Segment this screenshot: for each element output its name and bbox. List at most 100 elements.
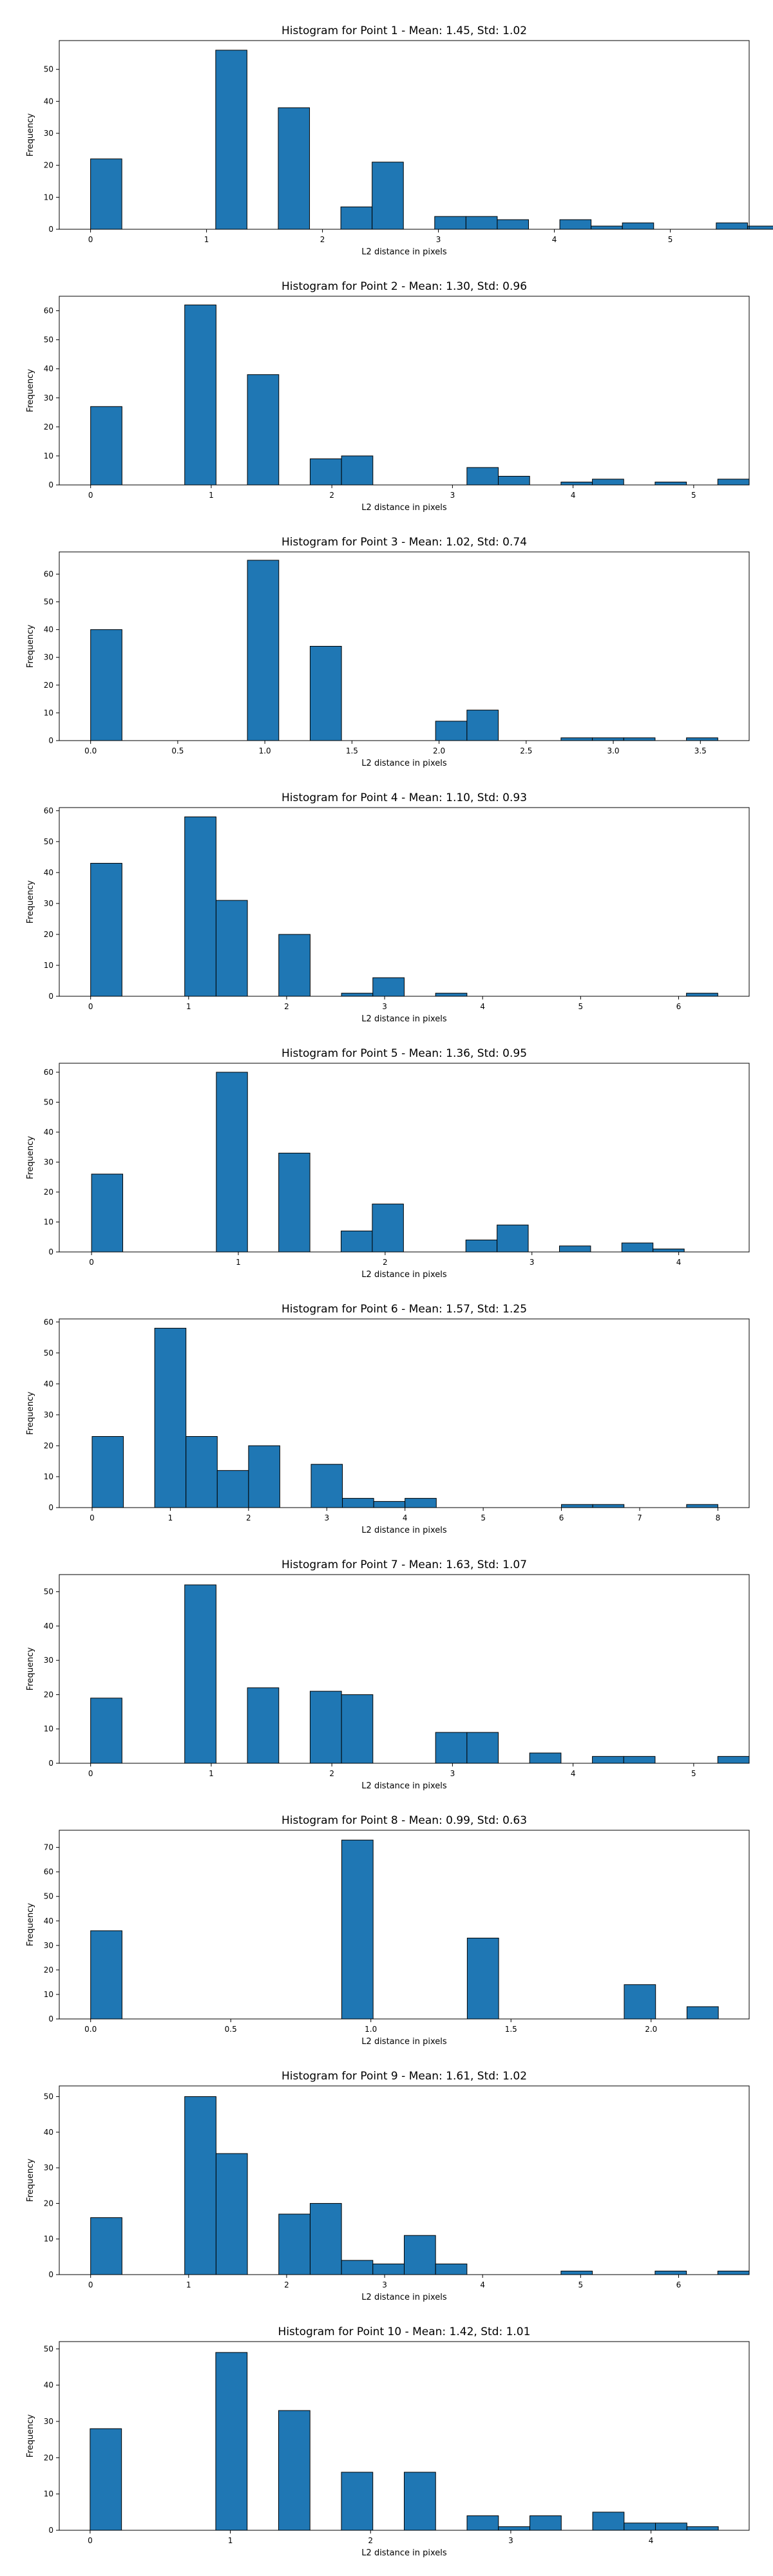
y-tick-label: 40 [44, 1379, 53, 1388]
x-tick-label: 5 [691, 491, 696, 500]
x-tick-label: 6 [676, 1002, 682, 1011]
y-tick-label: 20 [44, 422, 53, 431]
histogram-bar [686, 1504, 718, 1508]
x-tick-label: 4 [676, 1258, 682, 1267]
plot-frame [59, 2085, 750, 2275]
histogram-bar [215, 50, 247, 230]
histogram-bar [654, 2270, 687, 2275]
y-tick-label: 50 [44, 1587, 53, 1596]
histogram-panel-10: Histogram for Point 10 - Mean: 1.42, Std… [26, 2325, 750, 2558]
histogram-bar [435, 2263, 468, 2275]
y-tick-label: 60 [44, 1318, 53, 1327]
y-tick-label: 40 [44, 868, 53, 877]
x-tick-label: 0.0 [84, 746, 97, 755]
x-tick-label: 0.0 [84, 2025, 97, 2034]
x-tick-label: 1 [186, 2280, 191, 2289]
y-tick-label: 10 [44, 1990, 53, 1999]
y-tick-label: 50 [44, 336, 53, 345]
plot-frame [59, 1830, 750, 2020]
histogram-bar [247, 1687, 280, 1764]
x-tick-label: 4 [552, 235, 557, 244]
chart-title: Histogram for Point 10 - Mean: 1.42, Std… [278, 2325, 531, 2338]
y-tick-label: 0 [48, 992, 53, 1001]
histogram-bar [465, 216, 498, 230]
y-tick-label: 20 [44, 681, 53, 690]
histogram-bar [184, 305, 216, 486]
y-tick-label: 10 [44, 193, 53, 202]
y-tick-label: 40 [44, 97, 53, 106]
histogram-bar [717, 478, 750, 486]
histogram-bar [558, 1245, 591, 1253]
y-tick-label: 40 [44, 1917, 53, 1926]
x-tick-label: 5 [481, 1513, 486, 1522]
x-tick-label: 1 [168, 1513, 173, 1522]
chart-title: Histogram for Point 1 - Mean: 1.45, Std:… [282, 24, 527, 37]
histogram-bar [466, 467, 499, 486]
x-tick-label: 5 [668, 235, 673, 244]
histogram-bar [592, 1504, 625, 1508]
y-tick-label: 0 [48, 1503, 53, 1512]
x-tick-label: 3 [382, 2280, 387, 2289]
x-tick-label: 2.0 [645, 2025, 657, 2034]
histogram-panel-3: Histogram for Point 3 - Mean: 1.02, Std:… [26, 536, 750, 768]
histogram-bar [216, 1470, 249, 1508]
histogram-bar [623, 1756, 656, 1764]
x-tick-label: 4 [571, 491, 576, 500]
y-tick-label: 70 [44, 1843, 53, 1852]
histogram-bar [90, 406, 122, 486]
histogram-bar [747, 225, 773, 230]
y-axis-label: Frequency [26, 2159, 35, 2202]
y-axis-label: Frequency [26, 369, 35, 412]
histogram-bar [404, 2235, 436, 2275]
histogram-bar [624, 1984, 656, 2020]
histogram-bar [466, 2515, 499, 2531]
histogram-bar [592, 2512, 625, 2531]
y-tick-label: 10 [44, 451, 53, 460]
histogram-bar [278, 107, 310, 230]
histogram-bar [529, 1752, 562, 1764]
histogram-bar [373, 1501, 406, 1508]
histogram-bar [341, 992, 374, 997]
histogram-bar [686, 992, 718, 997]
histogram-bar [341, 2472, 374, 2531]
histogram-bar [716, 222, 748, 230]
histogram-bar [90, 629, 122, 741]
y-tick-label: 0 [48, 480, 53, 489]
histogram-bar [592, 478, 624, 486]
y-tick-label: 40 [44, 2128, 53, 2137]
histogram-bar [341, 455, 374, 486]
histogram-bar [340, 206, 373, 230]
x-axis-label: L2 distance in pixels [361, 1270, 447, 1280]
histogram-panel-8: Histogram for Point 8 - Mean: 0.99, Std:… [26, 1814, 750, 2047]
x-tick-label: 2.5 [520, 746, 532, 755]
histogram-bar [278, 1153, 310, 1253]
x-axis-label: L2 distance in pixels [361, 1014, 447, 1024]
histogram-bar [216, 1072, 248, 1253]
y-tick-label: 50 [44, 1097, 53, 1106]
y-tick-label: 10 [44, 2235, 53, 2244]
histogram-bar [717, 2270, 750, 2275]
x-tick-label: 0.5 [225, 2025, 237, 2034]
histogram-panel-4: Histogram for Point 4 - Mean: 1.10, Std:… [26, 791, 750, 1024]
y-tick-label: 30 [44, 899, 53, 908]
x-tick-label: 1.0 [365, 2025, 377, 2034]
histogram-bar [686, 2526, 719, 2531]
x-tick-label: 3.0 [607, 746, 619, 755]
histogram-bar [215, 2153, 248, 2275]
x-tick-label: 0 [88, 2536, 93, 2545]
histogram-bar [686, 737, 718, 741]
y-tick-label: 50 [44, 598, 53, 607]
y-axis-label: Frequency [26, 1903, 35, 1946]
y-axis-label: Frequency [26, 113, 35, 156]
y-tick-label: 10 [44, 1725, 53, 1734]
histogram-bar [372, 2263, 405, 2275]
histogram-bar [309, 458, 342, 486]
y-tick-label: 20 [44, 2453, 53, 2462]
histogram-bar [186, 1436, 218, 1508]
y-tick-label: 40 [44, 1128, 53, 1137]
x-tick-label: 3 [436, 235, 441, 244]
x-tick-label: 3.5 [694, 746, 707, 755]
x-tick-label: 1 [236, 1258, 241, 1267]
histogram-bar [498, 2526, 531, 2531]
y-tick-label: 30 [44, 653, 53, 662]
